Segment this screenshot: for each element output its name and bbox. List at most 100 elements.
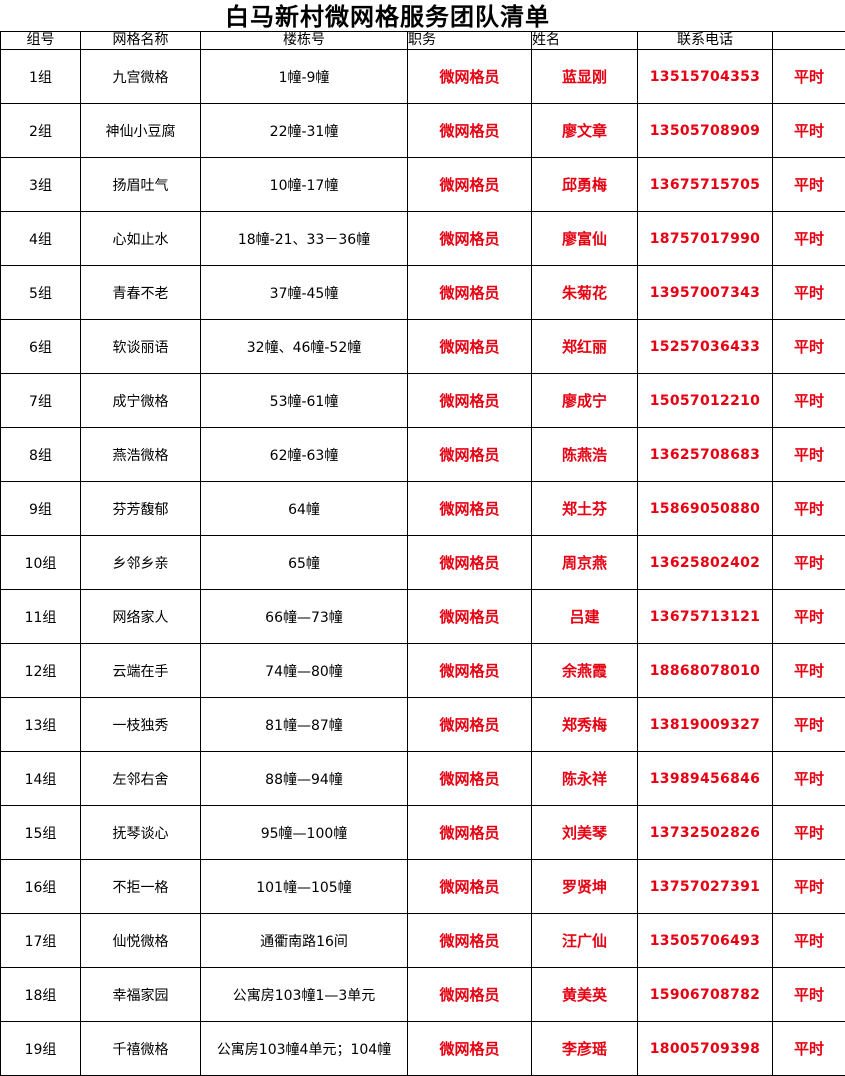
cell-group: 16组 [1,860,81,914]
cell-group: 6组 [1,320,81,374]
cell-role: 微网格员 [408,644,532,698]
cell-group: 12组 [1,644,81,698]
cell-buildings: 65幢 [201,536,408,590]
cell-time: 平时 [773,320,845,374]
cell-group: 5组 [1,266,81,320]
cell-phone: 15057012210 [638,374,773,428]
cell-phone: 13819009327 [638,698,773,752]
cell-role: 微网格员 [408,50,532,104]
cell-phone: 13675713121 [638,590,773,644]
cell-group: 8组 [1,428,81,482]
cell-role: 微网格员 [408,860,532,914]
cell-person: 周京燕 [532,536,638,590]
header-grid-name: 网格名称 [81,32,201,50]
cell-time: 平时 [773,212,845,266]
cell-buildings: 66幢—73幢 [201,590,408,644]
cell-buildings: 95幢—100幢 [201,806,408,860]
cell-group: 15组 [1,806,81,860]
cell-role: 微网格员 [408,590,532,644]
cell-phone: 18005709398 [638,1022,773,1076]
cell-group: 14组 [1,752,81,806]
cell-time: 平时 [773,860,845,914]
cell-role: 微网格员 [408,698,532,752]
cell-grid-name: 乡邻乡亲 [81,536,201,590]
cell-buildings: 公寓房103幢4单元；104幢 [201,1022,408,1076]
cell-role: 微网格员 [408,266,532,320]
cell-time: 平时 [773,536,845,590]
cell-person: 陈永祥 [532,752,638,806]
cell-phone: 13625802402 [638,536,773,590]
cell-person: 黄美英 [532,968,638,1022]
cell-person: 余燕霞 [532,644,638,698]
cell-person: 罗贤坤 [532,860,638,914]
cell-grid-name: 抚琴谈心 [81,806,201,860]
cell-role: 微网格员 [408,536,532,590]
cell-grid-name: 神仙小豆腐 [81,104,201,158]
cell-role: 微网格员 [408,1022,532,1076]
cell-time: 平时 [773,914,845,968]
cell-grid-name: 青春不老 [81,266,201,320]
header-role: 职务 [408,32,532,50]
cell-role: 微网格员 [408,212,532,266]
cell-role: 微网格员 [408,914,532,968]
cell-grid-name: 云端在手 [81,644,201,698]
cell-person: 郑红丽 [532,320,638,374]
header-row: 组号 网格名称 楼栋号 职务 姓名 联系电话 [1,32,845,50]
cell-buildings: 1幢-9幢 [201,50,408,104]
cell-phone: 13957007343 [638,266,773,320]
cell-role: 微网格员 [408,158,532,212]
cell-buildings: 81幢—87幢 [201,698,408,752]
cell-grid-name: 一枝独秀 [81,698,201,752]
cell-buildings: 32幢、46幢-52幢 [201,320,408,374]
header-person: 姓名 [532,32,638,50]
cell-time: 平时 [773,374,845,428]
cell-person: 刘美琴 [532,806,638,860]
cell-grid-name: 软谈丽语 [81,320,201,374]
cell-person: 邱勇梅 [532,158,638,212]
cell-buildings: 53幢-61幢 [201,374,408,428]
cell-group: 1组 [1,50,81,104]
cell-group: 3组 [1,158,81,212]
cell-group: 4组 [1,212,81,266]
cell-phone: 18757017990 [638,212,773,266]
cell-grid-name: 仙悦微格 [81,914,201,968]
cell-phone: 13505706493 [638,914,773,968]
cell-phone: 15906708782 [638,968,773,1022]
cell-person: 朱菊花 [532,266,638,320]
cell-grid-name: 不拒一格 [81,860,201,914]
cell-phone: 13675715705 [638,158,773,212]
cell-grid-name: 网络家人 [81,590,201,644]
cell-grid-name: 心如止水 [81,212,201,266]
cell-group: 18组 [1,968,81,1022]
sheet-title: 白马新村微网格服务团队清单 [0,0,775,31]
cell-phone: 13989456846 [638,752,773,806]
cell-buildings: 18幢-21、33－36幢 [201,212,408,266]
cell-phone: 13625708683 [638,428,773,482]
cell-time: 平时 [773,1022,845,1076]
cell-time: 平时 [773,698,845,752]
cell-buildings: 64幢 [201,482,408,536]
cell-role: 微网格员 [408,806,532,860]
cell-buildings: 74幢—80幢 [201,644,408,698]
cell-time: 平时 [773,752,845,806]
cell-buildings: 22幢-31幢 [201,104,408,158]
cell-phone: 13515704353 [638,50,773,104]
cell-group: 13组 [1,698,81,752]
cell-role: 微网格员 [408,320,532,374]
cell-grid-name: 扬眉吐气 [81,158,201,212]
cell-time: 平时 [773,806,845,860]
cell-group: 10组 [1,536,81,590]
cell-buildings: 通衢南路16间 [201,914,408,968]
cell-buildings: 37幢-45幢 [201,266,408,320]
